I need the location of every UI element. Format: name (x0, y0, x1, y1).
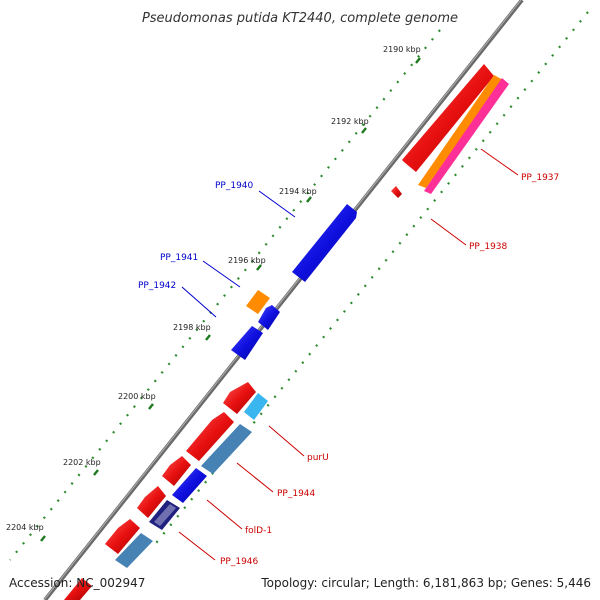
tick-label-2204: 2204 kbp (6, 523, 44, 532)
leader-pp1944 (236, 462, 274, 493)
gene-red-b[interactable] (186, 412, 234, 461)
gene-pp1940[interactable] (292, 204, 357, 282)
gene-red-f[interactable] (64, 578, 92, 600)
gene-pp1937-pink[interactable] (424, 78, 509, 194)
gene-red-e[interactable] (105, 519, 140, 554)
leader-lines (178, 148, 519, 561)
label-pp1940[interactable]: PP_1940 (215, 181, 254, 191)
gene-folD1[interactable] (172, 468, 207, 503)
tick-label-2194: 2194 kbp (279, 187, 317, 196)
genome-backbone-highlight (43, 0, 522, 600)
genome-backbone (43, 0, 524, 600)
gene-labels: PP_1937 PP_1938 PP_1940 PP_1941 PP_1942 … (138, 173, 559, 567)
map-title: Pseudomonas putida KT2440, complete geno… (142, 11, 458, 26)
leader-pp1937 (480, 148, 519, 176)
tick-label-2196: 2196 kbp (228, 256, 266, 265)
tick-label-2202: 2202 kbp (63, 458, 101, 467)
tick-label-2198: 2198 kbp (173, 323, 211, 332)
major-ticks (40, 57, 421, 542)
gene-pp1946[interactable] (115, 533, 153, 568)
genome-summary-text: Topology: circular; Length: 6,181,863 bp… (260, 576, 591, 590)
gene-purU[interactable] (244, 393, 268, 420)
leader-pp1940 (258, 190, 296, 218)
label-pp1941[interactable]: PP_1941 (160, 253, 198, 263)
gene-pp1944[interactable] (201, 424, 252, 474)
reverse-features (64, 204, 357, 600)
leader-pp1942 (181, 286, 217, 318)
gene-pp1942[interactable] (231, 326, 263, 360)
leader-folD1 (206, 499, 243, 530)
leader-pp1938 (430, 218, 467, 246)
tick-label-2192: 2192 kbp (331, 117, 369, 126)
label-pp1942[interactable]: PP_1942 (138, 281, 176, 291)
leader-purU (268, 425, 305, 457)
label-pp1944[interactable]: PP_1944 (277, 489, 316, 499)
gene-pp1937[interactable] (402, 64, 494, 172)
label-pp1938[interactable]: PP_1938 (469, 242, 508, 252)
label-pp1946[interactable]: PP_1946 (220, 557, 259, 567)
leader-pp1941 (202, 260, 241, 288)
outer-dotted-track (9, 29, 441, 561)
tick-label-2190: 2190 kbp (383, 45, 421, 54)
gene-pp1941[interactable] (246, 290, 270, 314)
label-folD1[interactable]: folD-1 (245, 526, 272, 536)
gene-pp1938[interactable] (391, 186, 402, 198)
gene-navy-hl (154, 504, 176, 526)
accession-text: Accession: NC_002947 (9, 576, 145, 590)
label-purU[interactable]: purU (307, 453, 329, 463)
gene-red-a[interactable] (223, 382, 256, 414)
label-pp1937[interactable]: PP_1937 (521, 173, 559, 183)
gene-red-d[interactable] (137, 486, 166, 518)
gene-blue-small[interactable] (258, 305, 280, 330)
gene-pp1937-orange[interactable] (418, 75, 503, 188)
leader-pp1946 (178, 531, 216, 561)
tick-label-2200: 2200 kbp (118, 392, 156, 401)
tick-labels: 2190 kbp 2192 kbp 2194 kbp 2196 kbp 2198… (6, 45, 421, 532)
gene-red-c[interactable] (162, 456, 191, 486)
forward-features (115, 64, 509, 568)
